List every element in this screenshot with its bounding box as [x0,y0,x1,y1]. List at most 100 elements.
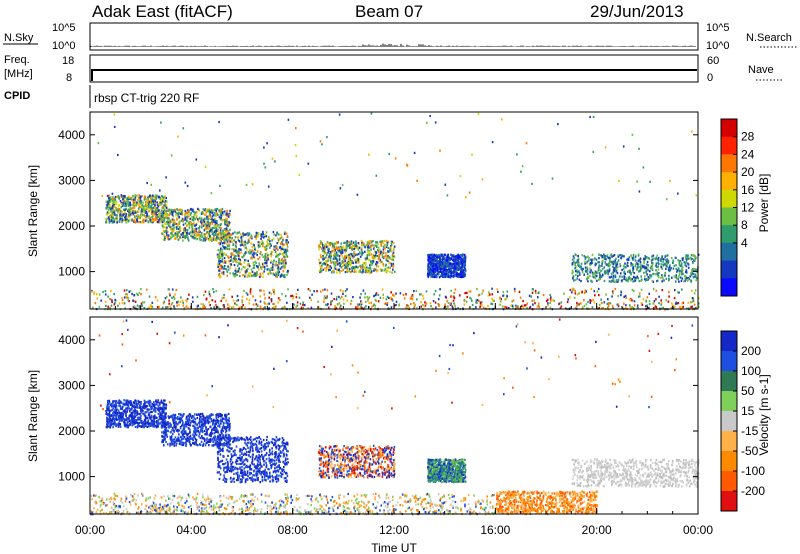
scatter-point [694,256,697,260]
scatter-point [218,269,221,272]
scatter-point [249,249,252,252]
scatter-point [357,246,359,250]
scatter-point [367,299,369,302]
scatter-point [175,231,178,234]
scatter-point [369,266,372,269]
scatter-point [374,268,377,271]
scatter-point [458,264,461,267]
scatter-point [162,218,165,221]
scatter-point [186,297,189,301]
scatter-point [346,254,349,257]
scatter-point [278,233,280,236]
scatter-point [431,258,433,262]
scatter-point [431,255,434,258]
scatter-point [150,212,153,215]
scatter-point [222,229,224,232]
scatter-point [432,261,435,265]
scatter-point [148,209,150,212]
scatter-point [651,265,653,268]
scatter-point [254,299,257,302]
scatter-point [464,262,466,265]
scatter-point [295,305,297,309]
scatter-point [322,289,324,292]
scatter-point [373,250,376,253]
scatter-point [434,270,437,273]
scatter-point [547,304,549,307]
scatter-point [255,234,257,237]
scatter-point [234,271,237,274]
scatter-point [499,303,501,306]
scatter-point [589,301,592,305]
scatter-point [631,288,634,291]
scatter-point [123,289,126,292]
scatter-point [277,237,279,240]
scatter-point [241,256,244,259]
scatter-point [125,200,128,204]
scatter-point [247,264,249,267]
scatter-point [453,264,456,268]
scatter-point [342,260,345,264]
scatter-point [225,236,227,239]
cpid-text: rbsp CT-trig 220 RF [94,91,199,105]
scatter-point [610,275,613,278]
scatter-point [452,307,454,310]
scatter-point [163,204,165,207]
scatter-point [286,243,288,246]
scatter-point [694,289,697,292]
scatter-point [111,299,113,302]
scatter-point [272,266,274,269]
scatter-point [268,307,270,310]
scatter-point [363,262,366,265]
scatter-point [340,251,342,254]
scatter-point [273,290,275,293]
scatter-point [274,248,276,251]
scatter-point [325,253,328,257]
scatter-point [199,238,201,241]
scatter-point [691,300,694,303]
scatter-point [598,276,601,279]
scatter-point [268,271,271,274]
scatter-point [236,260,239,263]
scatter-point [222,246,225,249]
scatter-point [216,235,218,238]
scatter-point [385,254,388,257]
scatter-point [632,307,635,310]
scatter-point [140,215,143,218]
scatter-point [324,260,327,263]
scatter-point [220,226,222,230]
scatter-point [362,268,364,272]
scatter-point [684,276,687,279]
scatter-point [318,244,320,247]
scatter-point [660,258,662,261]
scatter-point [138,305,141,308]
scatter-point [590,287,593,290]
scatter-point [211,209,213,212]
scatter-point [382,293,384,296]
scatter-point [623,276,626,279]
scatter-point [125,204,128,207]
scatter-point [658,295,660,298]
scatter-point [377,265,380,268]
scatter-point [172,215,174,218]
scatter-point [608,263,611,266]
scatter-point [560,305,563,308]
scatter-point [255,231,258,234]
scatter-point [280,273,283,276]
scatter-point [605,258,607,261]
scatter-point [225,268,228,271]
scatter-point [136,304,139,307]
scatter-point [439,267,442,270]
scatter-point [431,267,434,270]
scatter-point [443,273,446,276]
scatter-point [660,299,662,302]
scatter-point [184,209,187,213]
scatter-point [692,273,695,276]
scatter-point [152,200,155,203]
scatter-point [114,298,116,301]
scatter-point [598,253,600,256]
scatter-point [126,198,128,201]
scatter-point [459,275,462,278]
scatter-point [235,255,237,258]
scatter-point [122,201,125,204]
scatter-point [325,268,328,271]
